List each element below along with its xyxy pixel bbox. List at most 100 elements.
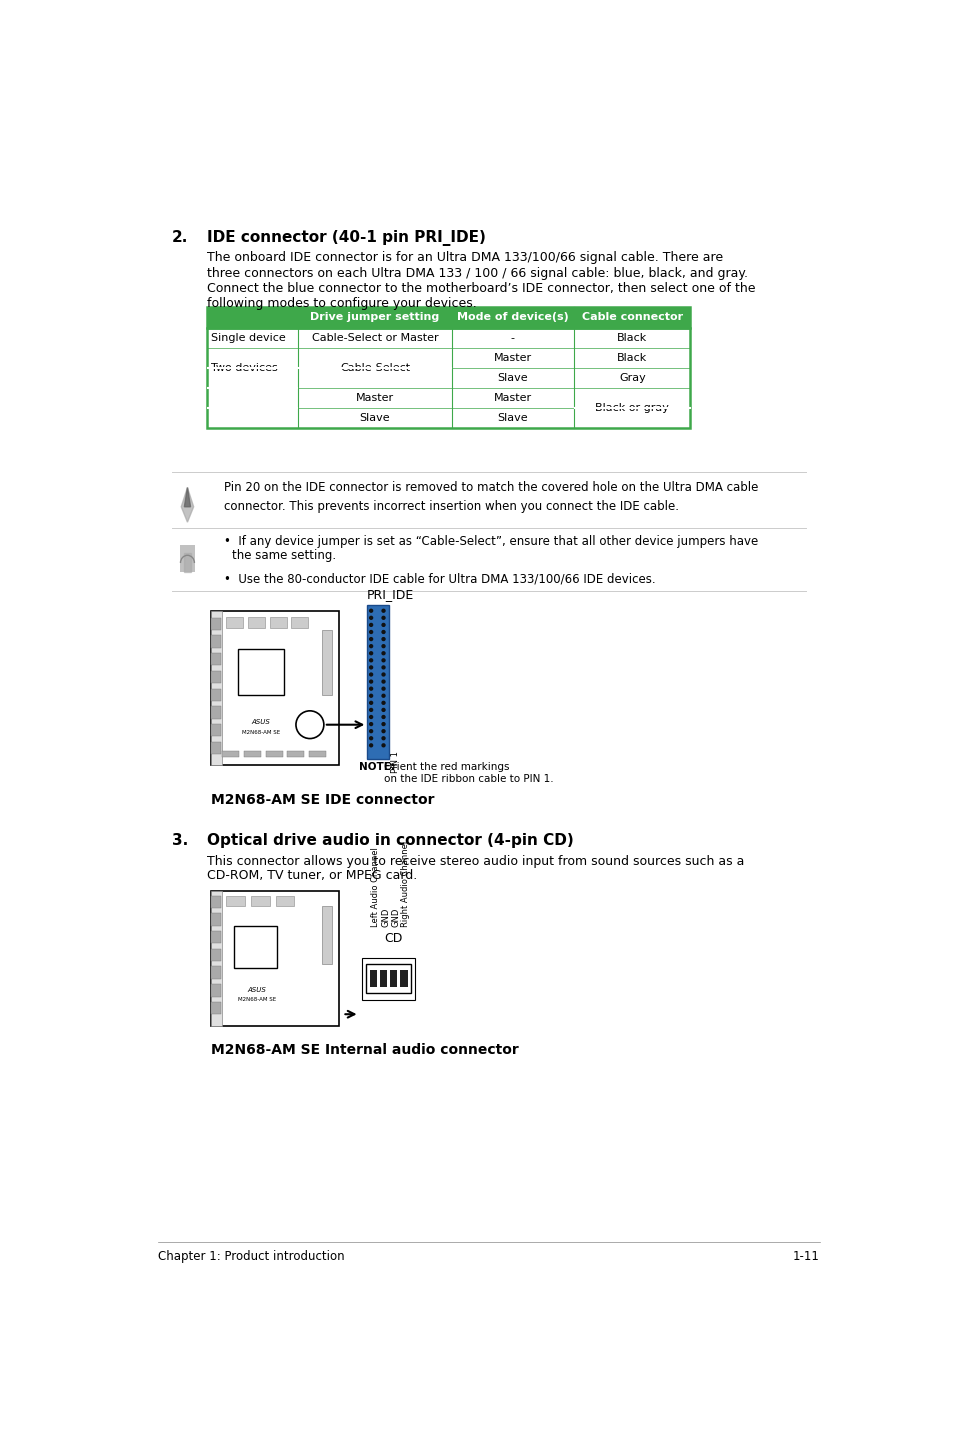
Text: GND: GND [381, 908, 390, 927]
Bar [207, 368, 690, 388]
Text: •  Use the 80-conductor IDE cable for Ultra DMA 133/100/66 IDE devices.: • Use the 80-conductor IDE cable for Ult… [224, 573, 655, 586]
Bar [212, 689, 220, 700]
Circle shape [381, 673, 385, 677]
Circle shape [369, 623, 373, 627]
Circle shape [381, 666, 385, 670]
Text: Gray: Gray [618, 374, 645, 384]
Text: CD-ROM, TV tuner, or MPEG card.: CD-ROM, TV tuner, or MPEG card. [207, 869, 416, 882]
Circle shape [381, 679, 385, 683]
Text: Black: Black [617, 354, 647, 364]
Bar [212, 670, 220, 683]
Text: Master: Master [355, 394, 394, 404]
Polygon shape [184, 487, 191, 507]
Bar [207, 388, 690, 408]
Text: IDE connector (40-1 pin PRI_IDE): IDE connector (40-1 pin PRI_IDE) [207, 229, 485, 246]
Circle shape [369, 666, 373, 670]
Bar [399, 971, 407, 987]
Circle shape [369, 652, 373, 656]
Circle shape [369, 686, 373, 690]
Text: Black: Black [617, 334, 647, 344]
Bar [361, 958, 415, 1000]
Text: Slave: Slave [497, 414, 528, 424]
Circle shape [381, 623, 385, 627]
Bar [212, 967, 220, 979]
Text: the same setting.: the same setting. [232, 548, 335, 563]
Bar [207, 408, 690, 428]
Text: Master: Master [494, 394, 532, 404]
Bar [369, 971, 377, 987]
Circle shape [381, 707, 385, 712]
Bar [207, 328, 690, 348]
Circle shape [381, 630, 385, 634]
Text: following modes to configure your devices.: following modes to configure your device… [207, 298, 476, 311]
Text: NOTE:: NOTE: [359, 762, 395, 772]
Bar [211, 891, 338, 1025]
Text: Mode of device(s): Mode of device(s) [456, 312, 568, 322]
Bar [237, 649, 284, 696]
Text: CD: CD [384, 932, 402, 945]
Circle shape [381, 686, 385, 690]
Circle shape [381, 693, 385, 697]
Circle shape [381, 616, 385, 620]
Bar [367, 604, 389, 759]
Text: Cable connector: Cable connector [581, 312, 682, 322]
Bar [321, 630, 332, 696]
Circle shape [369, 729, 373, 733]
Bar [212, 895, 220, 908]
Circle shape [369, 637, 373, 642]
Circle shape [381, 736, 385, 740]
Text: PIN 1: PIN 1 [391, 750, 400, 773]
Bar [275, 896, 294, 906]
Circle shape [381, 715, 385, 719]
Circle shape [369, 609, 373, 613]
Bar [212, 706, 220, 719]
Bar [212, 949, 220, 961]
Bar [321, 906, 332, 964]
Bar [211, 891, 221, 1025]
Text: This connector allows you to receive stereo audio input from sound sources such : This connector allows you to receive ste… [207, 855, 743, 868]
Text: Slave: Slave [497, 374, 528, 384]
Circle shape [369, 722, 373, 726]
Circle shape [381, 644, 385, 649]
Bar [207, 306, 690, 328]
Circle shape [369, 679, 373, 683]
Text: Cable-Select: Cable-Select [339, 364, 410, 374]
Bar [212, 636, 220, 647]
Bar [212, 617, 220, 630]
Text: Single device: Single device [212, 334, 286, 344]
Text: M2N68-AM SE Internal audio connector: M2N68-AM SE Internal audio connector [211, 1042, 517, 1057]
Bar [179, 546, 195, 573]
Text: Black or gray: Black or gray [595, 404, 669, 414]
Bar [266, 750, 282, 758]
Bar [574, 306, 690, 328]
Circle shape [369, 659, 373, 663]
Text: The onboard IDE connector is for an Ultra DMA 133/100/66 signal cable. There are: The onboard IDE connector is for an Ultr… [207, 251, 722, 263]
Circle shape [381, 700, 385, 705]
Text: ASUS: ASUS [252, 719, 271, 726]
Bar [212, 742, 220, 755]
Text: Drive jumper setting: Drive jumper setting [310, 312, 439, 322]
Circle shape [381, 743, 385, 748]
Bar [212, 653, 220, 666]
Circle shape [369, 700, 373, 705]
Circle shape [381, 637, 385, 642]
Text: M2N68-AM SE: M2N68-AM SE [242, 730, 280, 735]
Text: M2N68-AM SE: M2N68-AM SE [238, 997, 276, 1002]
Text: Left Audio Channel: Left Audio Channel [371, 848, 379, 927]
Bar [207, 328, 690, 428]
Text: •  If any device jumper is set as “Cable-Select”, ensure that all other device j: • If any device jumper is set as “Cable-… [224, 536, 758, 548]
Bar [212, 931, 220, 944]
Circle shape [369, 707, 373, 712]
Text: Pin 20 on the IDE connector is removed to match the covered hole on the Ultra DM: Pin 20 on the IDE connector is removed t… [224, 481, 758, 513]
Bar [212, 1002, 220, 1014]
Circle shape [381, 652, 385, 656]
Circle shape [369, 630, 373, 634]
Bar [212, 725, 220, 736]
Text: 2.: 2. [172, 229, 188, 245]
Bar [309, 750, 326, 758]
Polygon shape [183, 553, 192, 573]
Text: M2N68-AM SE IDE connector: M2N68-AM SE IDE connector [211, 793, 434, 808]
Bar [211, 610, 221, 765]
Circle shape [369, 715, 373, 719]
Bar [287, 750, 304, 758]
